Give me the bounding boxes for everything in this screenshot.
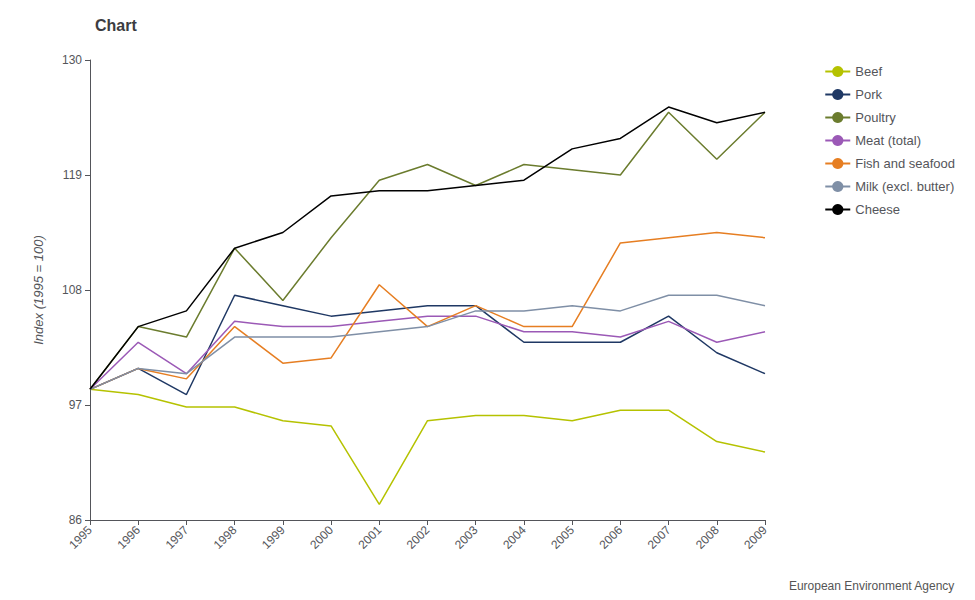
svg-text:86: 86 — [69, 513, 83, 527]
svg-text:1999: 1999 — [259, 523, 288, 552]
svg-text:1998: 1998 — [211, 523, 240, 552]
svg-text:2007: 2007 — [645, 523, 674, 552]
svg-text:Chart: Chart — [95, 17, 137, 34]
svg-text:2006: 2006 — [597, 523, 626, 552]
svg-text:Cheese: Cheese — [855, 202, 900, 217]
svg-text:Beef: Beef — [855, 64, 882, 79]
svg-text:108: 108 — [62, 283, 82, 297]
svg-text:2001: 2001 — [355, 523, 384, 552]
svg-text:Index (1995 = 100): Index (1995 = 100) — [31, 235, 46, 345]
svg-text:European Environment Agency: European Environment Agency — [789, 579, 954, 593]
svg-text:Milk (excl. butter): Milk (excl. butter) — [855, 179, 954, 194]
svg-text:119: 119 — [63, 168, 82, 182]
svg-text:2005: 2005 — [548, 523, 577, 552]
svg-text:2000: 2000 — [307, 523, 336, 552]
svg-text:130: 130 — [62, 53, 82, 67]
svg-text:1996: 1996 — [114, 523, 143, 552]
svg-text:2008: 2008 — [693, 523, 722, 552]
svg-text:2009: 2009 — [741, 523, 770, 552]
svg-text:Poultry: Poultry — [855, 110, 896, 125]
svg-text:97: 97 — [69, 398, 83, 412]
svg-text:2002: 2002 — [404, 523, 433, 552]
svg-text:1997: 1997 — [163, 523, 192, 552]
svg-text:2004: 2004 — [500, 523, 529, 552]
svg-text:Meat (total): Meat (total) — [855, 133, 921, 148]
svg-text:Pork: Pork — [855, 87, 882, 102]
svg-text:Fish and seafood: Fish and seafood — [855, 156, 955, 171]
svg-text:1995: 1995 — [66, 523, 95, 552]
svg-text:2003: 2003 — [452, 523, 481, 552]
